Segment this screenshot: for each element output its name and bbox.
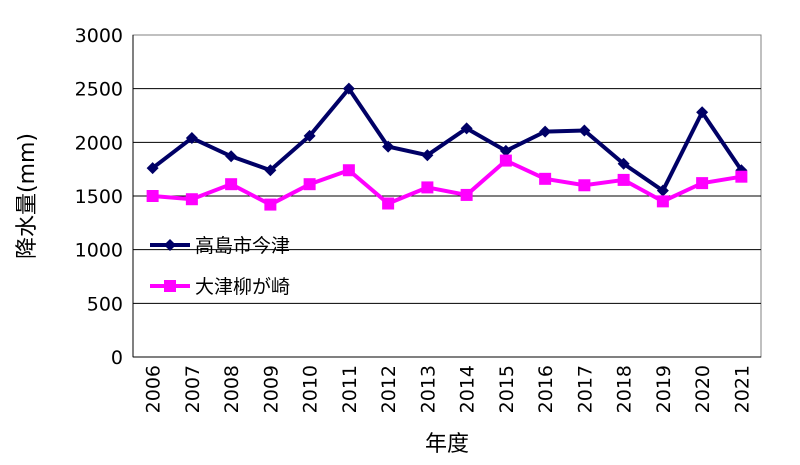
series-layer [146,82,748,211]
data-point [225,150,238,163]
x-tick-label: 2009 [260,365,282,413]
data-point [617,173,630,186]
data-point [578,179,591,192]
y-tick-labels: 0 500 1000 1500 2000 2500 3000 [75,25,123,369]
y-tick-label: 2000 [75,132,123,154]
data-point [264,198,277,211]
data-point [499,154,512,167]
y-tick-label: 0 [111,347,123,369]
y-tick-label: 500 [87,293,123,315]
x-tick-label: 2017 [574,365,596,413]
x-tick-label: 2016 [535,365,557,413]
legend-label: 高島市今津 [195,235,290,257]
data-point [303,178,316,191]
data-point [578,124,591,137]
legend-marker [164,280,176,292]
y-axis-title: 降水量(mm) [15,133,40,259]
x-tick-labels: 2006 2007 2008 2009 2010 2011 2012 2013 2014 2015… [143,365,754,413]
data-point [146,190,159,202]
x-tick-label: 2020 [692,365,714,413]
legend-marker [164,239,176,251]
series-line-1 [151,85,744,194]
x-tick-label: 2008 [221,365,243,413]
x-tick-label: 2007 [182,365,204,413]
data-point [696,177,709,190]
x-tick-label: 2021 [731,365,753,413]
data-point [539,172,552,185]
data-point [264,164,277,177]
data-point [460,188,473,201]
x-tick-label: 2010 [300,365,322,413]
data-point [185,132,198,145]
data-point [617,157,630,170]
data-point [656,184,669,197]
data-point [499,144,512,157]
data-point [303,129,316,142]
x-axis-title: 年度 [425,432,469,457]
x-tick-label: 2015 [496,365,518,413]
data-point [342,82,355,95]
x-tick-label: 2013 [417,365,439,413]
x-tick-label: 2019 [653,365,675,413]
x-tick-label: 2018 [614,365,636,413]
data-point [146,162,159,175]
data-point [421,149,434,162]
data-point [382,140,395,153]
data-point [735,170,748,183]
x-tick-label: 2006 [143,365,165,413]
x-tick-label: 2012 [378,365,400,413]
y-tick-label: 3000 [75,25,123,47]
data-point [342,164,355,177]
data-point [225,178,238,191]
data-point [382,197,395,210]
x-tick-label: 2014 [457,365,479,413]
data-point [185,193,198,206]
data-point [696,106,709,119]
series-line-2 [152,158,742,207]
data-point [460,122,473,135]
data-point [539,125,552,138]
x-tick-label: 2011 [339,365,361,413]
gridlines [132,35,761,358]
y-tick-label: 1500 [75,186,123,208]
data-point [421,181,434,194]
data-point [656,195,669,208]
legend-label: 大津柳が崎 [195,276,290,298]
y-tick-label: 2500 [75,79,123,101]
y-tick-label: 1000 [75,240,123,262]
